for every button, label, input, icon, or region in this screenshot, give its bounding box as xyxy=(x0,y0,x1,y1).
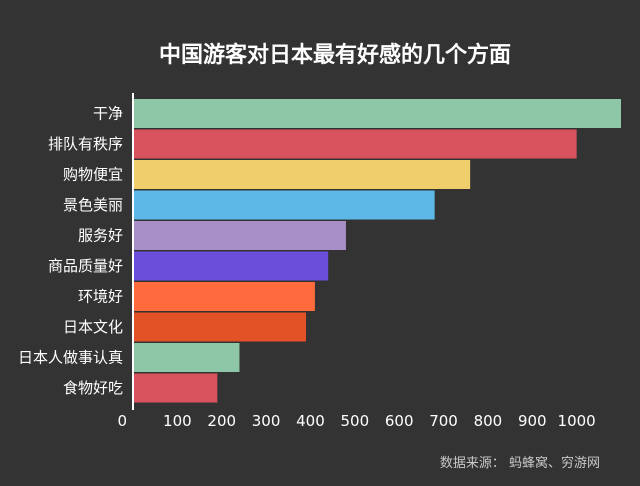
bar xyxy=(133,373,218,403)
bar xyxy=(133,99,621,128)
x-tick-label: 700 xyxy=(429,412,458,430)
category-label: 景色美丽 xyxy=(63,196,123,214)
chart-title: 中国游客对日本最有好感的几个方面 xyxy=(159,42,511,68)
category-label: 排队有秩序 xyxy=(48,135,123,153)
category-labels: 干净排队有秩序购物便宜景色美丽服务好商品质量好环境好日本文化日本人做事认真食物好… xyxy=(18,105,123,398)
bar xyxy=(133,190,435,220)
bar xyxy=(133,343,240,372)
x-tick-label: 900 xyxy=(518,412,547,430)
x-tick-labels: 0 100 200 300 400 500 600 700 800 900 1000 xyxy=(117,412,595,430)
bar xyxy=(133,312,307,342)
bar xyxy=(133,282,315,311)
category-label: 环境好 xyxy=(78,288,123,306)
x-tick-label: 500 xyxy=(340,412,369,430)
bar xyxy=(133,221,346,250)
source-note: 数据来源： 蚂蜂窝、穷游网 xyxy=(440,455,600,471)
category-label: 日本人做事认真 xyxy=(18,349,123,367)
category-label: 商品质量好 xyxy=(48,257,123,275)
category-label: 食物好吃 xyxy=(63,379,123,397)
category-label: 购物便宜 xyxy=(63,166,123,184)
x-tick-label: 1000 xyxy=(558,412,596,430)
x-tick-label: 800 xyxy=(474,412,503,430)
x-tick-label: 100 xyxy=(163,412,192,430)
x-tick-label: 0 xyxy=(117,412,127,430)
category-label: 日本文化 xyxy=(63,318,123,336)
category-label: 干净 xyxy=(93,105,123,123)
bar xyxy=(133,251,329,281)
bar xyxy=(133,129,577,159)
x-tick-label: 400 xyxy=(296,412,325,430)
x-tick-label: 600 xyxy=(385,412,414,430)
bars-group xyxy=(133,99,621,403)
bar xyxy=(133,160,471,189)
category-label: 服务好 xyxy=(78,227,123,245)
x-tick-label: 300 xyxy=(252,412,281,430)
x-tick-label: 200 xyxy=(207,412,236,430)
